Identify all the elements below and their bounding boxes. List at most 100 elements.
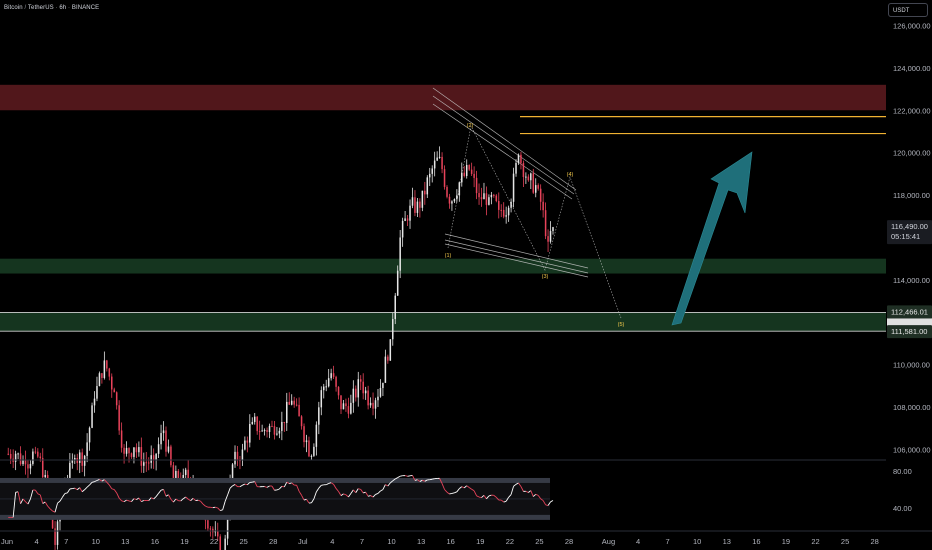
candle-body [226,517,229,539]
rsi-line-seg [530,490,534,497]
candle-body [9,453,12,459]
candle-body [342,403,345,410]
candle-body [542,201,544,211]
candle-body [214,531,217,533]
candle-body [453,199,456,202]
candle-body [96,386,98,399]
candle-body [483,193,485,200]
rsi-line-seg [27,498,31,505]
candle-body [325,386,327,388]
rsi-line-seg [528,490,532,493]
candle-body [175,470,177,482]
candle-body [475,177,478,194]
rsi-line-seg [185,496,189,500]
channel-line-3 [444,233,589,269]
support-bottom-tag-box [887,325,932,339]
x-tick-label: 13 [723,537,731,546]
candle-body [266,430,268,432]
rsi-line-seg [108,484,113,489]
candle-body [456,195,458,200]
candle-body [91,405,93,428]
x-tick-label: 19 [180,537,188,546]
candle-body [34,451,37,453]
rsi-line-seg [365,492,369,497]
rsi-line-seg [348,493,352,498]
rsi-line-seg [234,484,238,487]
wave-label-3: (3) [542,274,549,280]
x-tick-label: 16 [752,537,760,546]
candle-body [322,386,325,391]
candle-body [83,455,86,466]
rsi-line-seg [182,496,186,500]
candle-body [56,521,59,545]
candle-body [517,154,520,164]
candle-body [303,426,305,443]
rsi-line-seg [478,496,482,499]
rsi-line-seg [266,485,270,488]
rsi-line-seg [99,479,103,482]
candle-body [207,520,209,529]
candle-body [315,424,318,447]
candle-body [367,390,369,406]
rsi-line-seg [535,493,539,496]
candle-body [527,176,530,181]
candle-body [165,430,167,452]
rsi-line-seg [165,494,169,497]
rsi-line-seg [318,484,322,489]
rsi-line-seg [170,498,174,503]
interval-label[interactable]: 6h [59,5,67,11]
rsi-line-seg [197,499,201,502]
rsi-line-seg [367,495,371,497]
chart-header: Bitcoin / TetherUS · 6h · BINANCE [4,5,99,11]
rsi-line-seg [74,487,78,491]
x-tick-label: 10 [387,537,395,546]
rsi-line-seg [160,489,164,491]
candle-body [98,373,101,387]
zone-resistance [0,84,886,111]
candle-body [433,160,436,169]
time-axis[interactable]: Jun 4 7 10 13 16 19 22 25 28 Jul 4 7 10 13 16 19 22 25 28 Au… [0,530,932,546]
candle-body [281,421,283,431]
y-tick-label: 114,000.00 [893,276,930,285]
rsi-line-seg [414,479,418,481]
candle-body [125,448,128,454]
x-tick-label: 28 [871,537,879,546]
rsi-line-seg [333,484,337,489]
candle-body [436,157,438,161]
x-tick-label: 22 [811,537,819,546]
rsi-line-seg [547,501,551,506]
rsi-line-seg [173,498,177,503]
rsi-line-seg [471,488,475,492]
candle-body [236,451,239,461]
header-sep-1: / [22,5,28,11]
rsi-line-seg [286,481,290,485]
rsi-line-seg [148,497,152,501]
candle-body [463,172,466,176]
symbol-name[interactable]: Bitcoin [4,5,23,11]
rsi-line-seg [456,488,460,493]
rsi-line-seg [91,481,95,483]
currency-button[interactable]: USDT [888,3,928,17]
candle-body [498,201,500,210]
rsi-line-seg [397,475,401,478]
candle-body [364,390,367,394]
candle-body [362,381,364,394]
rsi-line-seg [202,503,206,507]
rsi-line-seg [47,505,51,510]
rsi-line-seg [289,482,292,485]
rsi-line-seg [412,475,416,481]
rsi-line-seg [22,498,26,502]
candle-body [39,456,42,459]
rsi-line-seg [271,485,275,491]
candle-body [350,402,352,414]
candle-body [123,447,125,454]
rsi-line-seg [296,485,300,492]
candle-body [140,447,143,466]
header-sep-2: · [53,5,60,11]
candle-body [120,430,123,448]
candle-body [458,182,461,196]
rsi-line-seg [335,488,339,492]
rsi-band-1 [0,477,550,483]
candle-body [162,430,165,434]
